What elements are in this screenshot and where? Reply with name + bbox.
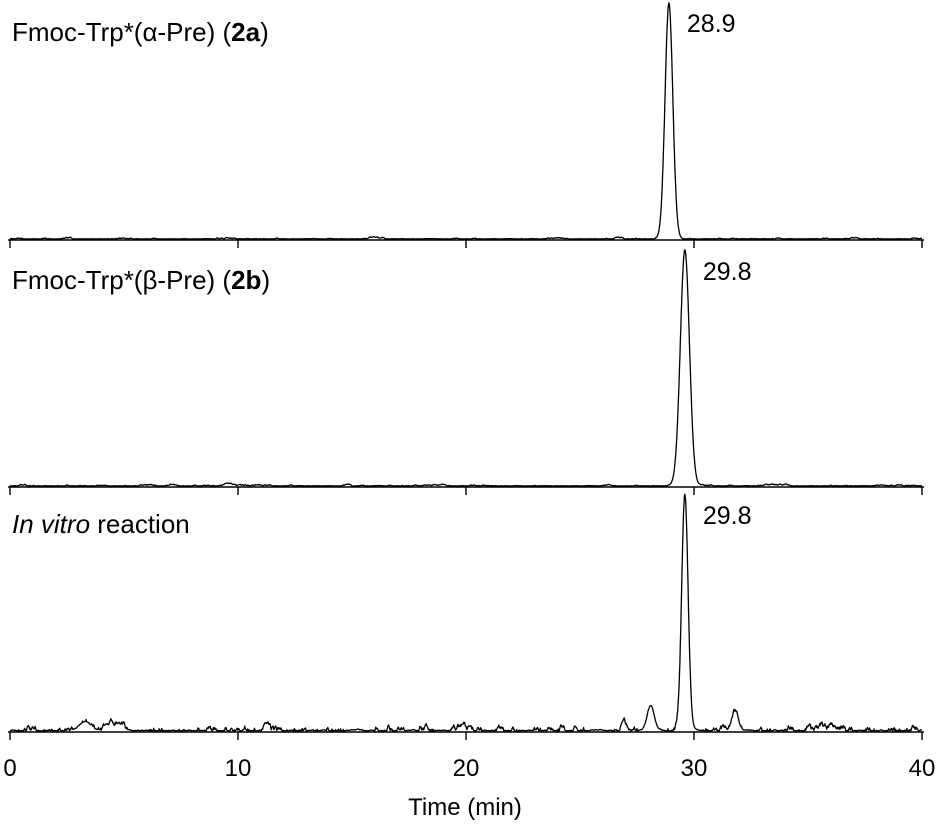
panel-3: In vitro reaction 29.8 [8, 493, 924, 740]
peak-label: 29.8 [703, 258, 752, 286]
x-tick-label: 0 [3, 755, 16, 782]
panel-label: In vitro reaction [12, 509, 190, 539]
chromatogram-panels: Fmoc-Trp*(α-Pre) (2a) 28.9 Fmoc-Trp*(β-Pre… [8, 2, 924, 740]
peak-label: 28.9 [687, 10, 736, 38]
trace-line [9, 2, 923, 240]
panel-label: Fmoc-Trp*(α-Pre) (2a) [12, 17, 269, 47]
panel-1: Fmoc-Trp*(α-Pre) (2a) 28.9 [8, 2, 924, 248]
peak-label: 29.8 [703, 502, 752, 530]
x-tick-label: 20 [453, 755, 480, 782]
x-axis-title: Time (min) [408, 794, 522, 821]
panel-label: Fmoc-Trp*(β-Pre) (2b) [12, 265, 270, 295]
trace-line [9, 493, 923, 732]
x-axis: 0 10 20 30 40 [3, 755, 935, 782]
x-tick-label: 30 [681, 755, 708, 782]
panel-2: Fmoc-Trp*(β-Pre) (2b) 29.8 [8, 249, 924, 495]
x-tick-label: 10 [225, 755, 252, 782]
x-tick-label: 40 [909, 755, 936, 782]
trace-line [9, 249, 923, 487]
